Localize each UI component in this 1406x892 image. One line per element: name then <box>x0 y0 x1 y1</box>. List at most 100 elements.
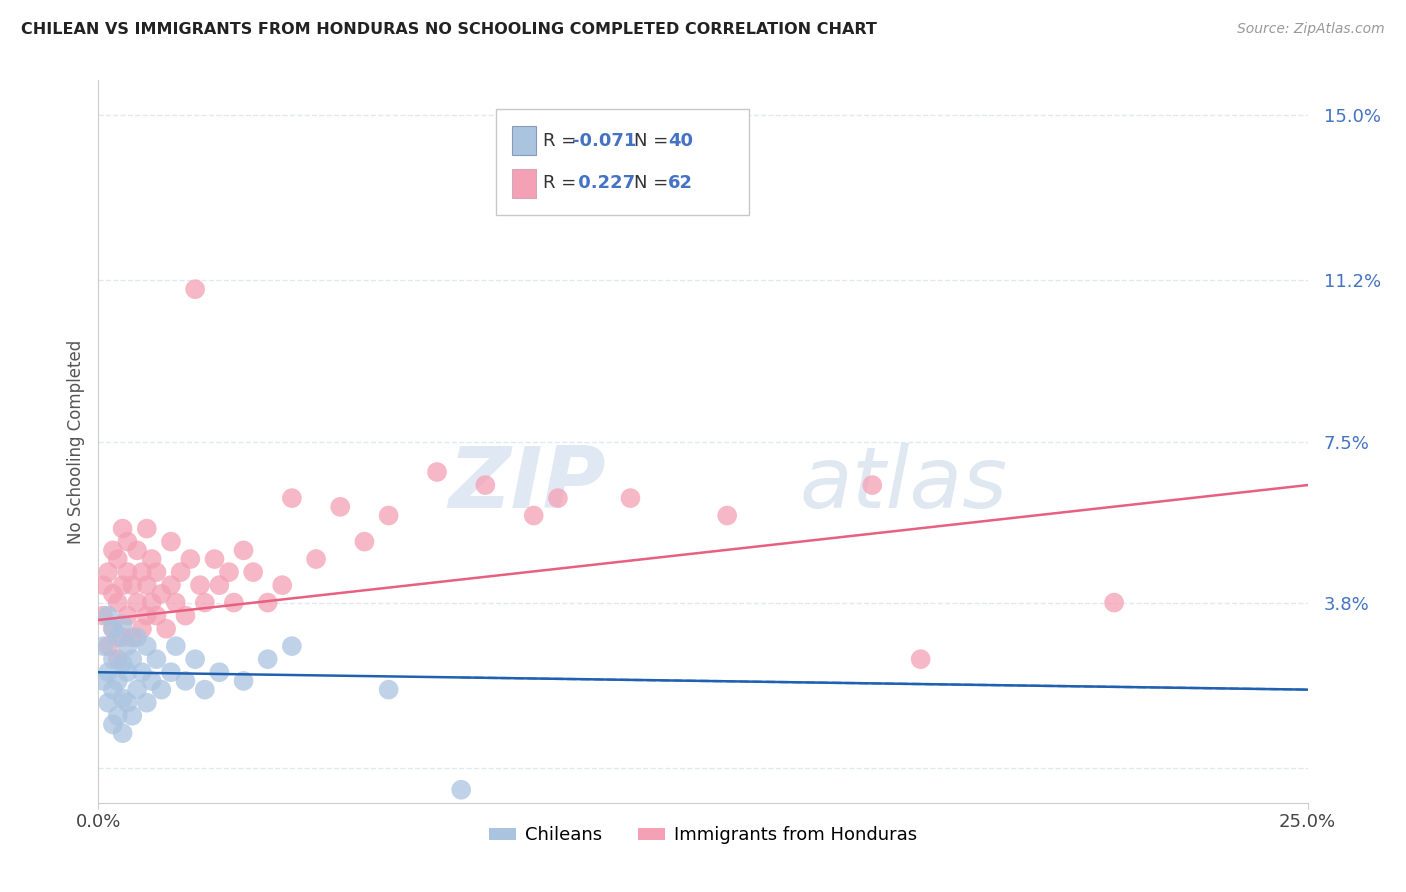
Point <box>97 565 120 579</box>
Point <box>141 596 163 610</box>
Point <box>155 622 177 636</box>
Text: N =: N = <box>634 132 675 150</box>
Point <box>141 673 163 688</box>
Point <box>169 565 191 579</box>
Point <box>377 508 399 523</box>
Text: 40: 40 <box>668 132 693 150</box>
Point <box>91 673 114 688</box>
Text: -0.071: -0.071 <box>572 132 637 150</box>
Point <box>127 631 149 645</box>
Point <box>329 500 352 514</box>
Point <box>91 608 114 623</box>
Point <box>107 652 129 666</box>
Point <box>426 465 449 479</box>
Point <box>111 657 134 671</box>
Text: R =: R = <box>543 132 582 150</box>
Point <box>111 631 134 645</box>
Point <box>547 491 569 505</box>
Point <box>121 708 143 723</box>
Point <box>218 565 240 579</box>
Point <box>107 596 129 610</box>
Point <box>101 717 124 731</box>
Point <box>184 282 207 296</box>
Point <box>121 652 143 666</box>
Point <box>377 682 399 697</box>
Point <box>860 478 883 492</box>
Point <box>281 639 304 653</box>
Point <box>97 639 120 653</box>
Point <box>117 696 139 710</box>
Point <box>165 639 187 653</box>
Point <box>204 552 226 566</box>
Point <box>232 543 254 558</box>
Point <box>111 578 134 592</box>
Point <box>101 622 124 636</box>
Text: 0.227: 0.227 <box>572 174 636 192</box>
Point <box>145 652 167 666</box>
Point <box>450 782 472 797</box>
Point <box>127 543 149 558</box>
Point <box>184 652 207 666</box>
Text: R =: R = <box>543 174 582 192</box>
Point <box>194 682 217 697</box>
Text: CHILEAN VS IMMIGRANTS FROM HONDURAS NO SCHOOLING COMPLETED CORRELATION CHART: CHILEAN VS IMMIGRANTS FROM HONDURAS NO S… <box>21 22 877 37</box>
Point <box>232 673 254 688</box>
Point <box>117 565 139 579</box>
Text: 62: 62 <box>668 174 693 192</box>
Point <box>208 665 231 680</box>
Point <box>111 691 134 706</box>
Point <box>910 652 932 666</box>
Point <box>135 522 157 536</box>
Point <box>101 543 124 558</box>
Point <box>619 491 641 505</box>
Point <box>131 665 153 680</box>
Legend: Chileans, Immigrants from Honduras: Chileans, Immigrants from Honduras <box>481 819 925 852</box>
Point <box>117 639 139 653</box>
Point <box>353 534 375 549</box>
Point <box>101 622 124 636</box>
Point <box>222 596 245 610</box>
Point <box>145 565 167 579</box>
Point <box>135 608 157 623</box>
Point <box>174 673 197 688</box>
Point <box>208 578 231 592</box>
Point <box>160 665 183 680</box>
Point <box>165 596 187 610</box>
Point <box>305 552 328 566</box>
Point <box>97 665 120 680</box>
Point <box>111 617 134 632</box>
Point <box>194 596 217 610</box>
Point <box>145 608 167 623</box>
Point <box>127 682 149 697</box>
Text: ZIP: ZIP <box>449 443 606 526</box>
Point <box>141 552 163 566</box>
Point <box>474 478 496 492</box>
Text: atlas: atlas <box>800 443 1008 526</box>
Point <box>101 682 124 697</box>
Point <box>179 552 201 566</box>
Point <box>121 578 143 592</box>
Point <box>111 522 134 536</box>
Point <box>107 673 129 688</box>
Point <box>1102 596 1125 610</box>
Text: N =: N = <box>634 174 675 192</box>
Y-axis label: No Schooling Completed: No Schooling Completed <box>66 340 84 543</box>
Point <box>150 587 173 601</box>
Point <box>117 534 139 549</box>
Point <box>131 622 153 636</box>
Point <box>97 608 120 623</box>
Point <box>127 596 149 610</box>
Point <box>256 652 278 666</box>
Point <box>188 578 211 592</box>
Point <box>131 565 153 579</box>
Point <box>135 639 157 653</box>
Point <box>111 726 134 740</box>
Point <box>101 652 124 666</box>
Point <box>117 608 139 623</box>
Point <box>150 682 173 697</box>
Point <box>716 508 738 523</box>
Point <box>174 608 197 623</box>
Point <box>117 665 139 680</box>
Point <box>160 578 183 592</box>
Point <box>107 631 129 645</box>
